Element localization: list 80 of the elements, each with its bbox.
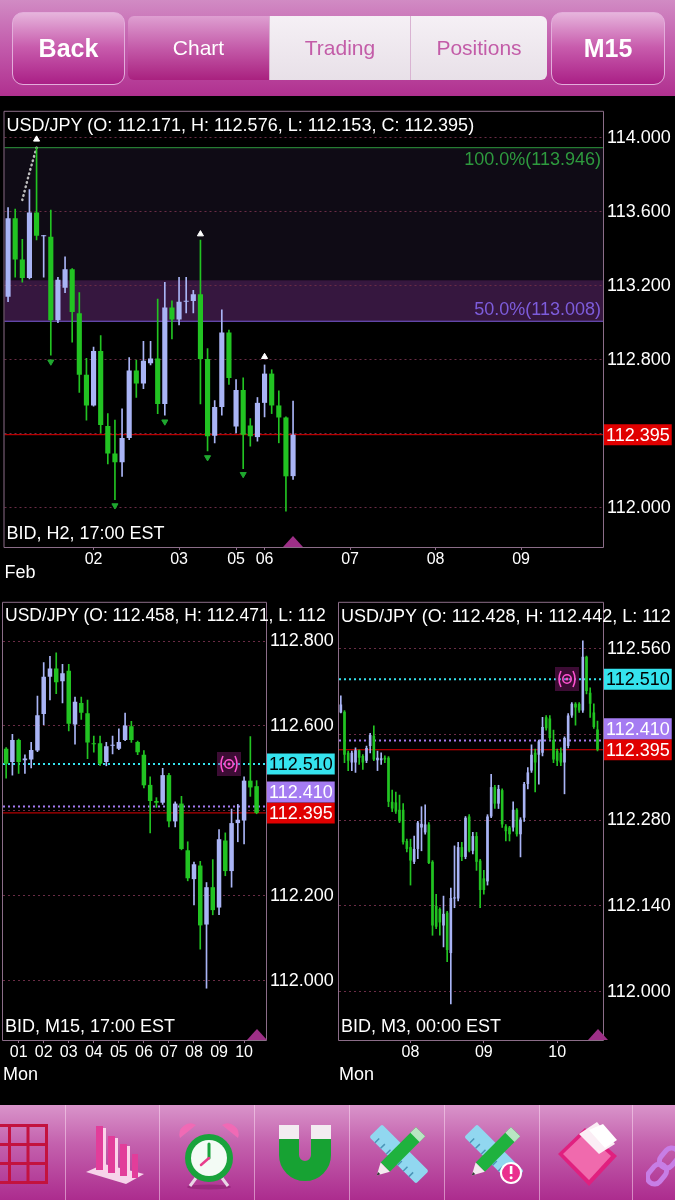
- point: [204, 455, 212, 462]
- annotation: 50.0%(113.008): [474, 299, 601, 320]
- y-tick-label: 112.140: [607, 894, 671, 915]
- candlestick: [497, 784, 500, 809]
- x-tick-label: 05: [227, 550, 246, 568]
- y-tick-label: 112.200: [270, 884, 334, 905]
- x-tick-label: 09: [474, 1043, 493, 1061]
- x-tick-label: 02: [34, 1043, 53, 1061]
- x-tick-label: 09: [210, 1043, 229, 1061]
- button[interactable]: M15: [551, 12, 665, 85]
- y-tick-label: 112.000: [607, 496, 671, 517]
- ref-line-label: 112.395: [606, 739, 670, 760]
- candlestick: [420, 806, 423, 852]
- y-tick-label: 112.800: [607, 348, 671, 369]
- y-tick-label: 112.000: [270, 969, 334, 990]
- point: [33, 135, 41, 142]
- x-tick-label: 01: [9, 1043, 28, 1061]
- chart-title: USD/JPY (O: 112.171, H: 112.576, L: 112.153, C: 112.395): [6, 114, 475, 135]
- point: [111, 503, 119, 510]
- x-tick-label: 03: [59, 1043, 78, 1061]
- candlestick: [574, 702, 577, 726]
- x-axis-title: Feb: [4, 562, 36, 583]
- candlestick: [508, 825, 511, 842]
- ref-line-label: 112.410: [269, 781, 333, 802]
- point: [261, 352, 269, 360]
- point: [196, 230, 204, 237]
- tab[interactable]: Trading: [269, 16, 410, 80]
- point: [47, 359, 55, 366]
- x-tick-label: 04: [84, 1043, 103, 1061]
- x-tick-label: 10: [548, 1043, 567, 1061]
- x-tick-label: 09: [512, 550, 531, 568]
- annotation: 100.0%(113.946): [464, 148, 601, 169]
- chart-title: USD/JPY (O: 112.458, H: 112.471, L: 112: [5, 605, 326, 626]
- ref-line-label: 112.510: [606, 669, 670, 690]
- x-tick-label: 05: [109, 1043, 128, 1061]
- candlestick: [596, 720, 599, 752]
- y-tick-label: 112.560: [607, 637, 671, 658]
- x-axis-title: Mon: [3, 1064, 39, 1085]
- tab[interactable]: Chart: [128, 16, 269, 80]
- x-tick-label: 06: [255, 550, 274, 568]
- x-tick-label: 07: [160, 1043, 178, 1061]
- y-tick-label: 114.000: [607, 126, 671, 147]
- annotation: BID, M15, 17:00 EST: [5, 1016, 176, 1036]
- ref-line-label: 112.510: [269, 754, 333, 775]
- chart-title: USD/JPY (O: 112.428, H: 112.442, L: 112: [341, 605, 671, 626]
- x-tick-label: 06: [134, 1043, 153, 1061]
- candlestick: [409, 838, 412, 886]
- candlestick: [376, 750, 379, 771]
- x-tick-label: 10: [235, 1043, 254, 1061]
- candlestick: [276, 390, 282, 444]
- ref-line-label: 112.395: [606, 424, 670, 445]
- candlestick: [183, 276, 189, 314]
- x-tick-label: 03: [170, 550, 189, 568]
- candlestick: [552, 729, 555, 763]
- ref-line-label: 112.410: [606, 718, 670, 739]
- candlestick: [464, 816, 467, 860]
- x-tick-label: 02: [84, 550, 103, 568]
- button[interactable]: Back: [12, 12, 125, 85]
- candlestick: [387, 756, 390, 808]
- y-tick-label: 112.600: [270, 714, 334, 735]
- y-tick-label: 112.000: [607, 980, 671, 1001]
- x-tick-label: 08: [185, 1043, 203, 1061]
- y-tick-label: 113.200: [607, 274, 671, 295]
- candlestick: [354, 747, 357, 773]
- point: [161, 419, 169, 426]
- candlestick: [41, 235, 47, 278]
- point: [239, 472, 247, 479]
- ref-line-label: 112.395: [269, 802, 333, 823]
- candlestick: [112, 419, 118, 500]
- annotation: BID, M3, 00:00 EST: [341, 1016, 502, 1036]
- y-tick-label: 112.800: [270, 629, 334, 650]
- y-tick-label: 113.600: [607, 200, 671, 221]
- x-axis-title: Mon: [339, 1064, 375, 1085]
- candlestick: [442, 895, 445, 948]
- x-tick-label: 07: [341, 550, 360, 568]
- x-tick-label: 08: [426, 550, 445, 568]
- y-tick-label: 112.280: [607, 809, 671, 830]
- tab[interactable]: Positions: [410, 16, 547, 80]
- x-tick-label: 08: [401, 1043, 420, 1061]
- annotation: BID, H2, 17:00 EST: [6, 523, 165, 543]
